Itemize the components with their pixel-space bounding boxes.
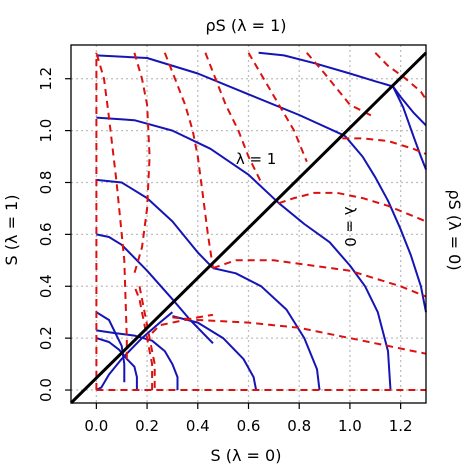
blue-curve-4 [95,311,126,383]
blue-curve-10 [96,54,346,137]
red-dashed-curve-16 [95,52,128,359]
x-tick-label-0: 0.0 [84,417,108,435]
red-dashed-curve-28 [306,52,376,119]
blue-curve-6 [212,267,321,391]
y-tick-label-4: 0.8 [37,171,55,195]
blue-curve-7 [96,178,214,269]
red-dashed-curve-21 [163,52,214,269]
blue-curve-11 [344,135,427,313]
ticks-layer: 0.0 0.2 0.4 0.6 0.8 1.0 1.2 0.0 0.2 0.4 0.6 0.8 1.0 1… [37,67,413,435]
red-dashed-curve-18 [138,286,156,390]
y-tick-label-2: 0.4 [37,274,55,298]
series-layer [95,51,427,391]
x-tick-label-1: 0.2 [135,417,159,435]
blue-curve-9 [278,202,392,391]
red-dashed-curve-26 [278,191,427,223]
y-tick-label-0: 0.0 [37,378,55,402]
x-tick-label-3: 0.6 [237,417,261,435]
blue-curve-1 [96,329,179,390]
red-dashed-curve-27 [342,137,427,155]
red-dashed-curve-29 [374,52,427,101]
x-tick-label-6: 1.2 [389,417,413,435]
blue-curve-8 [96,116,280,204]
diagonal-layer [69,51,428,405]
red-dashed-curve-22 [172,316,427,355]
x-axis-label: S (λ = 0) [211,446,282,465]
red-dashed-curve-20 [133,52,151,274]
blue-curve-12 [258,51,394,88]
annotation-lambda-0: λ = 0 [341,206,359,247]
x-tick-label-2: 0.4 [186,417,210,435]
y-tick-label-5: 1.0 [37,119,55,143]
x-tick-label-4: 0.8 [287,417,311,435]
red-dashed-curve-25 [247,52,308,163]
y-tick-label-1: 0.2 [37,326,55,350]
chart-top-title: ρS (λ = 1) [205,16,286,35]
red-dashed-curve-23 [212,259,427,298]
y-tick-label-3: 0.6 [37,222,55,246]
blue-curve-13 [392,85,427,127]
y-axis-label: S (λ = 1) [2,195,21,266]
red-dashed-curve-19 [151,313,214,334]
y-tick-label-6: 1.2 [37,67,55,91]
annotation-lambda-1: λ = 1 [236,150,277,168]
blue-curve-14 [392,86,427,170]
blue-curve-3 [95,311,174,391]
right-axis-label: ρS (λ = 0) [445,189,464,270]
blue-curve-2 [172,315,258,391]
red-dashed-curve-17 [133,285,154,390]
x-tick-label-5: 1.0 [338,417,362,435]
diagonal-line [69,51,428,405]
